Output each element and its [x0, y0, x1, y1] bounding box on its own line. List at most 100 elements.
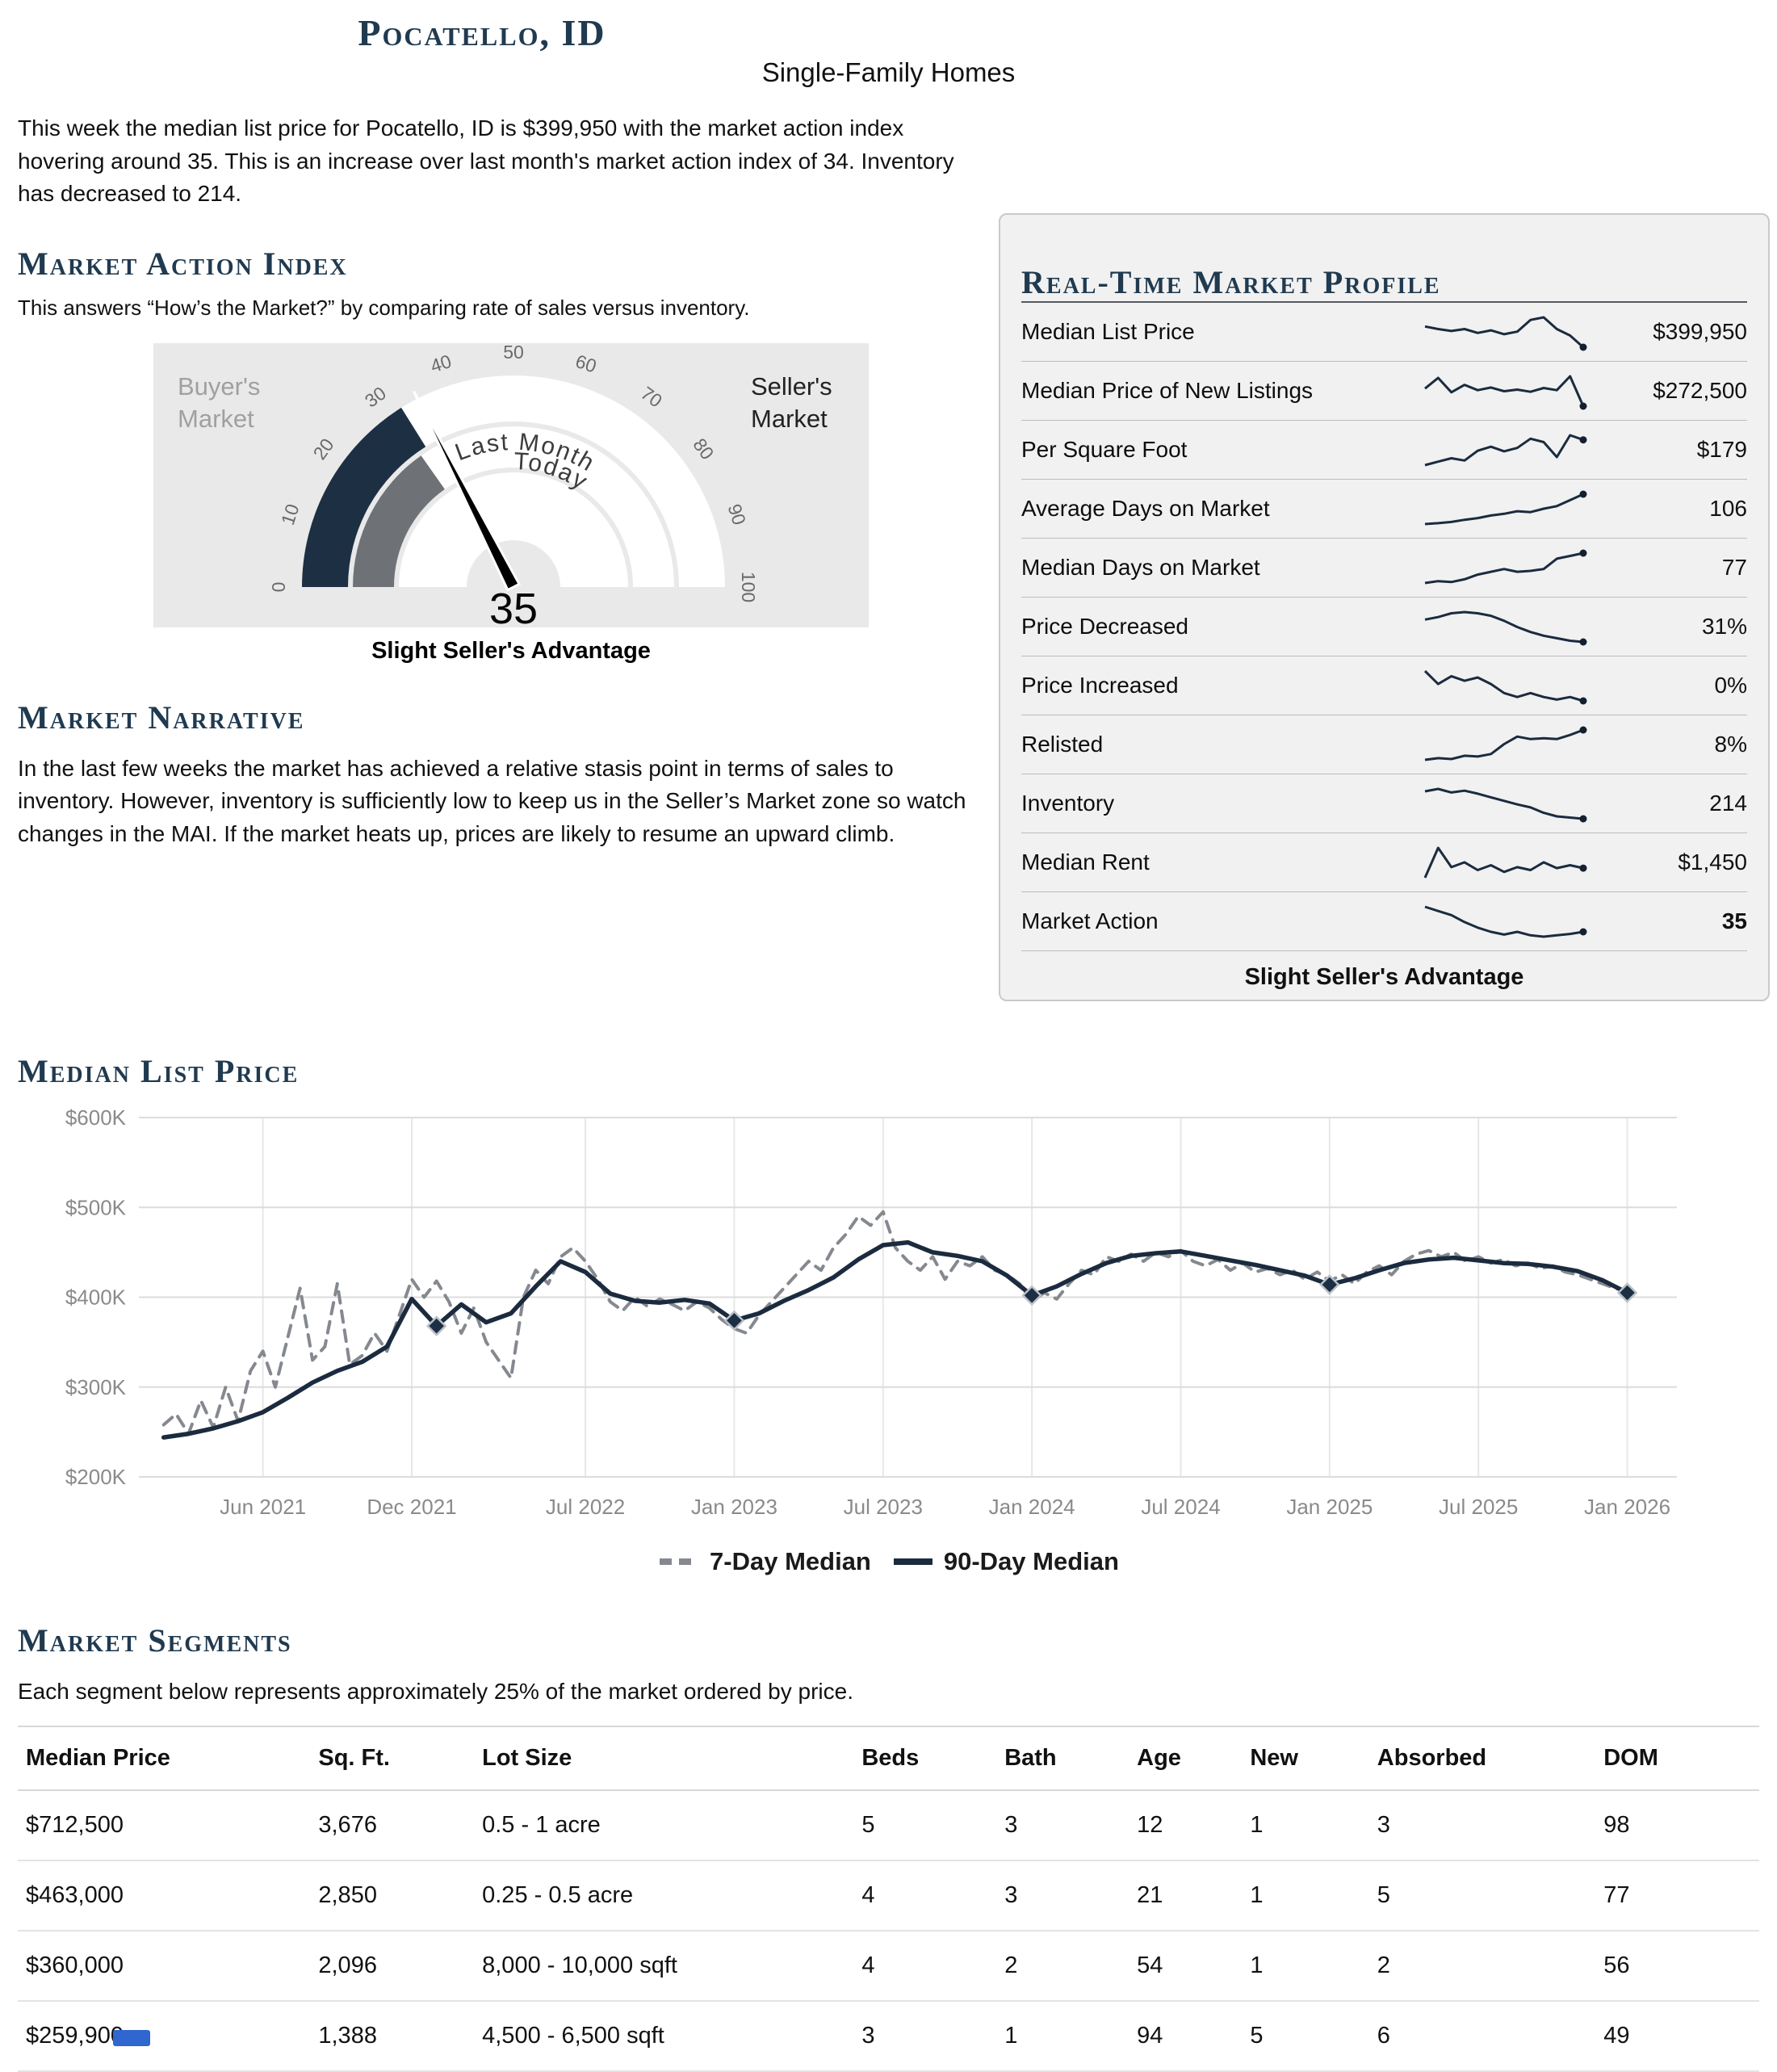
- y-axis-label: $400K: [65, 1286, 127, 1310]
- sparkline-path: [1424, 434, 1584, 466]
- profile-row: Inventory 214: [1021, 774, 1747, 833]
- metric-label: Price Decreased: [1021, 614, 1188, 639]
- column-header: New: [1242, 1726, 1369, 1791]
- narrative-paragraph: In the last few weeks the market has ach…: [18, 755, 966, 846]
- page-title: Pocatello, ID: [358, 12, 606, 53]
- x-axis-label: Jan 2026: [1584, 1495, 1670, 1519]
- sparkline-path: [1423, 669, 1584, 702]
- table-cell: $360,000: [18, 1931, 311, 2002]
- legend-label-7-day: 7-Day Median: [710, 1547, 871, 1575]
- dashed-line-swatch: [660, 1558, 699, 1565]
- market-action-description: This answers “How’s the Market?” by comp…: [18, 295, 750, 320]
- section-heading-market-action-index: Market Action Index: [18, 245, 348, 282]
- table-cell: $463,000: [18, 1860, 311, 1931]
- sparkline-end-dot: [1579, 726, 1587, 733]
- chart-legend: 7-Day Median 90-Day Median: [18, 1547, 1759, 1576]
- metric-value: 8%: [1714, 732, 1747, 757]
- table-cell: 4: [853, 1860, 997, 1931]
- table-row: $360,000 2,096 8,000 - 10,000 sqft 4 2 54 1 2 56: [18, 1931, 1759, 2002]
- metric-value: $272,500: [1653, 378, 1747, 403]
- metric-sparkline: [1424, 905, 1587, 937]
- sparkline-end-dot: [1579, 490, 1587, 497]
- metric-label: Median Price of New Listings: [1021, 378, 1314, 403]
- sellers-market-label: Seller's Market: [751, 372, 832, 433]
- x-axis-label: Dec 2021: [367, 1495, 456, 1519]
- metric-sparkline: [1424, 549, 1587, 584]
- market-profile-panel: Real-Time Market Profile Median List Pri…: [999, 213, 1770, 1001]
- x-axis-label: Jul 2023: [844, 1495, 923, 1519]
- metric-sparkline: [1424, 490, 1587, 525]
- table-cell: 2,096: [310, 1931, 475, 2002]
- table-row: $712,500 3,676 0.5 - 1 acre 5 3 12 1 3 98: [18, 1790, 1759, 1861]
- x-axis-label: Jan 2025: [1286, 1495, 1373, 1519]
- sparkline-end-dot: [1579, 402, 1587, 409]
- sparkline-path: [1424, 610, 1584, 643]
- table-cell: 3: [853, 2001, 997, 2072]
- median-list-price-chart: $200K $300K $400K $500K $600K Jun 2021 Dec 202…: [65, 1105, 1677, 1519]
- table-cell: 1: [1242, 1860, 1369, 1931]
- metric-sparkline: [1424, 787, 1587, 822]
- sparkline-path: [1424, 787, 1584, 820]
- profile-row: Median Price of New Listings $272,500: [1021, 362, 1747, 421]
- page-subtitle: Single-Family Homes: [761, 57, 1016, 87]
- intro-paragraph: This week the median list price for Poca…: [18, 115, 954, 207]
- table-cell: 0.5 - 1 acre: [474, 1790, 854, 1861]
- left-column: This week the median list price for Poca…: [18, 112, 974, 851]
- metric-label: Average Days on Market: [1021, 496, 1270, 521]
- gauge-needle: [413, 390, 522, 592]
- metric-value: 35: [1721, 908, 1747, 933]
- solid-line-swatch: [893, 1558, 933, 1565]
- table-cell: 49: [1595, 2001, 1759, 2072]
- sparkline-path: [1424, 493, 1584, 525]
- column-header: Lot Size: [474, 1726, 854, 1791]
- sparkline-end-dot: [1579, 638, 1587, 645]
- table-cell: 2: [1368, 1931, 1596, 2002]
- gauge-band: [353, 426, 674, 587]
- section-heading-market-segments: Market Segments: [18, 1622, 292, 1659]
- metric-value: 214: [1709, 791, 1747, 816]
- metric-sparkline: [1423, 669, 1587, 704]
- table-cell: 1: [1242, 1790, 1369, 1861]
- metric-sparkline: [1424, 726, 1587, 761]
- profile-row: Per Square Foot $179: [1021, 421, 1747, 480]
- table-cell: 4,500 - 6,500 sqft: [474, 2001, 854, 2072]
- metric-sparkline: [1424, 375, 1587, 409]
- sparkline-end-dot: [1579, 549, 1587, 556]
- year-marker-diamond: [723, 1310, 745, 1332]
- metric-value: 77: [1721, 555, 1747, 580]
- profile-row: Relisted 8%: [1021, 715, 1747, 774]
- metric-value: 106: [1709, 496, 1747, 521]
- sparkline-end-dot: [1579, 864, 1587, 872]
- sparkline-end-dot: [1579, 928, 1587, 935]
- metric-label: Median List Price: [1021, 319, 1195, 344]
- metric-value: $179: [1696, 437, 1747, 462]
- x-axis-label: Jan 2024: [989, 1495, 1075, 1519]
- legend-item-90-day: 90-Day Median: [892, 1547, 1119, 1576]
- y-axis-label: $500K: [65, 1195, 127, 1219]
- segments-header-row: Median Price Sq. Ft. Lot Size Beds Bath Age Ne…: [18, 1726, 1759, 1791]
- market-action-gauge-wrap: Last Month Today 0 10 20 30 40 50 60 70 80 90 100 Buy…: [153, 342, 869, 633]
- table-row: $259,900 1,388 4,500 - 6,500 sqft 3 1 94 5 6 49: [18, 2001, 1759, 2072]
- market-segments-description: Each segment below represents approximat…: [18, 1679, 853, 1704]
- footer-link-fragment[interactable]: [113, 2030, 150, 2046]
- column-header: Bath: [996, 1726, 1129, 1791]
- metric-label: Relisted: [1021, 732, 1104, 757]
- metric-label: Median Days on Market: [1021, 555, 1260, 580]
- sparkline-path: [1424, 375, 1585, 407]
- gauge-tick-label: 50: [503, 343, 524, 363]
- profile-row: Price Increased 0%: [1021, 656, 1747, 715]
- table-cell: 1: [1242, 1931, 1369, 2002]
- sparkline-path: [1423, 846, 1584, 879]
- table-cell: 3: [1368, 1790, 1596, 1861]
- gauge-band: [399, 472, 628, 587]
- column-header: Age: [1129, 1726, 1243, 1791]
- legend-item-7-day: 7-Day Median: [658, 1547, 871, 1576]
- table-cell: 12: [1129, 1790, 1243, 1861]
- gauge-band: [353, 455, 445, 587]
- x-axis-label: Jul 2022: [546, 1495, 625, 1519]
- sparkline-path: [1424, 905, 1584, 937]
- table-cell: 3,676: [310, 1790, 475, 1861]
- gauge-caption: Slight Seller's Advantage: [371, 637, 651, 664]
- gauge-value: 35: [489, 585, 538, 627]
- year-marker-diamond: [425, 1315, 447, 1336]
